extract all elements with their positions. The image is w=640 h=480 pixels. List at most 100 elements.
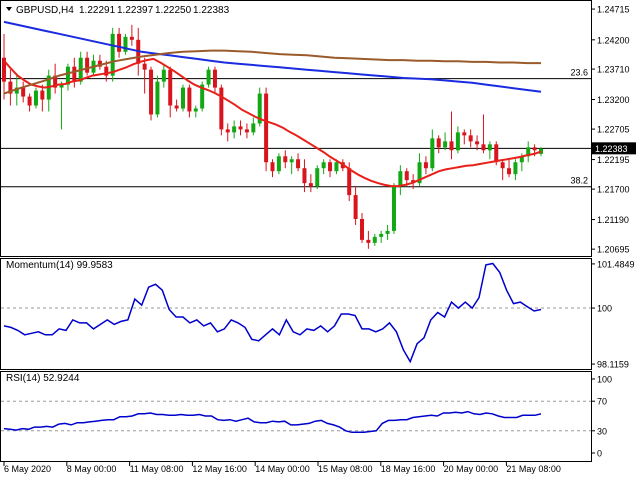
candle-up: [443, 141, 448, 148]
x-tick-label: 12 May 16:00: [192, 464, 247, 474]
price-pane: 1.24715 1.24200 1.23710 1.23200 1.22705 1.221…: [1, 5, 636, 255]
current-price-label: 1.22383: [595, 144, 628, 154]
candle-down: [97, 60, 102, 67]
x-tick-label: 18 May 16:00: [381, 464, 436, 474]
candle-up: [513, 162, 518, 175]
ohlc-close: 1.22383: [193, 5, 230, 16]
candle-down: [72, 66, 77, 82]
candle-up: [289, 159, 294, 163]
candle-up: [321, 162, 326, 169]
candle-up: [123, 36, 128, 52]
ohlc-high: 1.22397: [117, 5, 154, 16]
price-y-tick-label: 1.23200: [597, 95, 630, 105]
candle-up: [232, 126, 237, 133]
x-tick-label: 21 May 08:00: [506, 464, 561, 474]
price-y-tick-label: 1.20695: [597, 245, 630, 255]
candle-up: [251, 123, 256, 133]
candle-down: [21, 87, 26, 97]
candle-down: [436, 138, 441, 148]
candle-down: [353, 195, 358, 219]
candle-up: [14, 87, 19, 94]
candle-up: [315, 168, 320, 187]
candle-down: [283, 156, 288, 163]
price-y-tick-label: 1.21700: [597, 185, 630, 195]
symbol-label: GBPUSD,H4: [16, 5, 74, 16]
momentum-y-tick-label: 98.1159: [597, 360, 629, 370]
price-y-tick-label: 1.22195: [597, 155, 630, 165]
candle-up: [257, 93, 262, 124]
momentum-y-tick-label: 101.4849: [597, 259, 635, 269]
price-y-tick-label: 1.21190: [597, 215, 629, 225]
momentum-line: [3, 262, 542, 364]
candle-up: [110, 33, 115, 76]
candle-down: [8, 81, 13, 94]
x-tick-label: 6 May 2020: [4, 464, 51, 474]
candle-down: [244, 129, 249, 133]
rsi-y-tick-label: 70: [597, 397, 607, 407]
candle-down: [308, 183, 313, 187]
candle-down: [168, 69, 173, 106]
candle-down: [500, 162, 505, 169]
x-tick-label: 20 May 00:00: [444, 464, 499, 474]
candle-down: [142, 63, 147, 70]
candle-up: [65, 66, 70, 85]
candle-down: [328, 162, 333, 172]
rsi-line: [3, 410, 542, 434]
price-pane-frame: [0, 0, 592, 257]
triangle-down-icon[interactable]: [6, 7, 12, 11]
candle-down: [219, 87, 224, 130]
candle-down: [449, 141, 454, 151]
candle-down: [225, 129, 230, 133]
candle-down: [423, 162, 428, 169]
candle-down: [104, 66, 109, 76]
rsi-y-tick-label: 0: [597, 449, 602, 459]
candle-down: [129, 36, 134, 40]
candle-down: [85, 57, 90, 73]
candle-down: [117, 33, 122, 52]
candle-down: [302, 168, 307, 184]
candle-down: [174, 105, 179, 109]
moving-average-line-sma-slow: [3, 49, 541, 95]
candle-down: [40, 90, 45, 100]
moving-average-line-sma-fast: [3, 57, 542, 188]
ohlc-open: 1.22291: [79, 5, 116, 16]
candle-down: [404, 171, 409, 181]
candle-up: [385, 230, 390, 234]
candle-down: [187, 87, 192, 112]
candle-up: [487, 144, 492, 151]
candle-down: [366, 239, 371, 243]
candle-down: [296, 159, 301, 169]
candle-up: [206, 69, 211, 85]
candle-down: [481, 144, 486, 151]
momentum-pane-frame: [0, 258, 592, 370]
ohlc-low: 1.22250: [155, 5, 192, 16]
candle-down: [27, 96, 32, 106]
candle-up: [391, 186, 396, 231]
x-tick-label: 11 May 08:00: [130, 464, 184, 474]
candle-up: [200, 84, 205, 109]
rsi-y-tick-label: 30: [597, 426, 607, 436]
momentum-pane: 101.4849 100 98.1159: [1, 259, 635, 370]
candle-down: [212, 69, 217, 88]
price-y-tick-label: 1.22705: [597, 125, 630, 135]
moving-average-line-sma-mid: [3, 20, 542, 93]
candle-down: [347, 168, 352, 196]
price-y-tick-label: 1.23710: [597, 65, 630, 75]
candle-up: [181, 87, 185, 109]
candle-down: [507, 168, 512, 175]
rsi-pane-frame: [0, 371, 592, 462]
x-tick-label: 14 May 00:00: [255, 464, 310, 474]
price-y-tick-label: 1.24200: [597, 35, 630, 45]
fibonacci-level-label: 38.2: [570, 176, 588, 186]
candle-up: [539, 148, 543, 154]
candle-up: [519, 156, 524, 163]
candle-up: [161, 69, 166, 82]
x-tick-label: 15 May 08:00: [318, 464, 373, 474]
candle-up: [398, 171, 403, 187]
candle-up: [33, 90, 38, 106]
price-y-tick-label: 1.24715: [597, 5, 630, 15]
candle-down: [264, 93, 269, 163]
candle-down: [462, 132, 467, 136]
rsi-y-tick-label: 100: [597, 375, 612, 385]
